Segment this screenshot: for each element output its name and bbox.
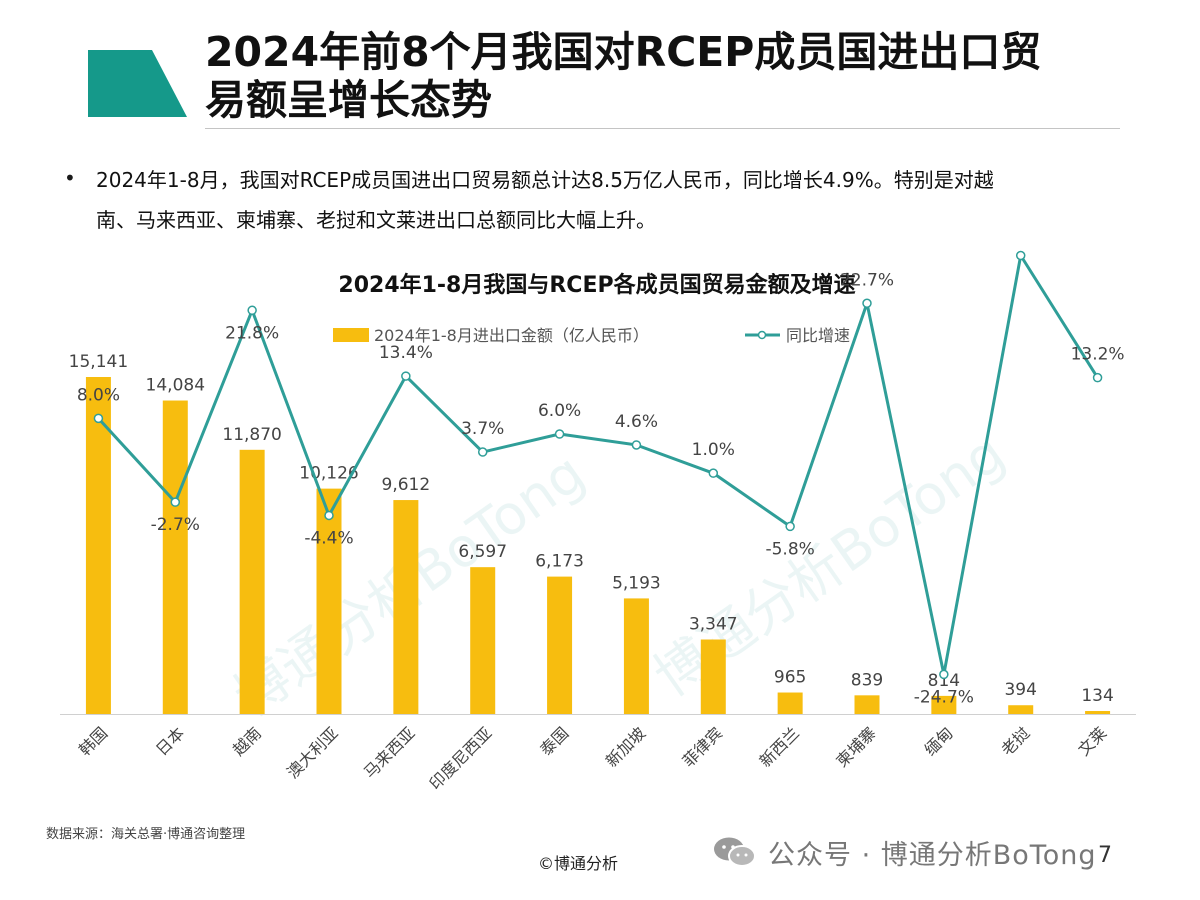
category-label-9: 新西兰: [756, 723, 803, 770]
bullet-icon: •: [64, 166, 76, 190]
growth-label-1: -2.7%: [151, 515, 200, 535]
bar-label-7: 5,193: [612, 573, 661, 593]
growth-label-4: 13.4%: [379, 343, 433, 363]
bar-8: [700, 639, 726, 714]
bar-4: [393, 500, 419, 714]
title-divider: [205, 128, 1120, 129]
growth-label-5: 3.7%: [461, 419, 504, 439]
bar-9: [777, 692, 803, 714]
page-title: 2024年前8个月我国对RCEP成员国进出口贸 易额呈增长态势: [205, 28, 1145, 124]
growth-point-5: [477, 447, 488, 457]
growth-line: [97, 253, 1099, 676]
growth-label-6: 6.0%: [538, 401, 581, 421]
category-label-12: 老挝: [997, 723, 1033, 759]
trade-chart: 2024年1-8月我国与RCEP各成员国贸易金额及增速 2024年1-8月进出口金…: [60, 250, 1136, 793]
growth-point-3: [324, 510, 334, 521]
growth-point-10: [862, 298, 872, 309]
legend-bar-swatch: [333, 328, 369, 342]
legend-bar-label: 2024年1-8月进出口金额（亿人民币）: [374, 326, 649, 345]
bar-label-12: 394: [1004, 680, 1036, 700]
growth-point-6: [554, 429, 565, 439]
category-label-8: 菲律宾: [679, 723, 726, 770]
bar-label-1: 14,084: [146, 376, 205, 396]
bar-6: [547, 576, 573, 714]
category-label-0: 韩国: [75, 723, 111, 759]
bar-1: [162, 400, 188, 714]
page-title-line1: 2024年前8个月我国对RCEP成员国进出口贸: [205, 28, 1042, 76]
category-label-7: 新加坡: [602, 723, 649, 770]
growth-point-8: [708, 468, 719, 478]
bar-label-5: 6,597: [458, 542, 507, 562]
copyright: ©博通分析: [538, 854, 619, 873]
growth-label-3: -4.4%: [304, 528, 353, 548]
growth-point-13: [1092, 372, 1103, 383]
bar-13: [1085, 711, 1111, 714]
growth-label-13: 13.2%: [1071, 345, 1125, 365]
summary-line1: 2024年1-8月，我国对RCEP成员国进出口贸易额总计达8.5万亿人民币，同比…: [96, 168, 994, 192]
growth-point-1: [170, 497, 181, 507]
growth-point-2: [247, 305, 257, 316]
wechat-account: 公众号 · 博通分析BoTong: [712, 832, 1096, 872]
bar-10: [854, 695, 880, 714]
bar-label-10: 839: [851, 670, 883, 690]
bar-0: [85, 377, 111, 714]
category-label-11: 缅甸: [921, 723, 957, 759]
wechat-text: 公众号 · 博通分析BoTong: [768, 839, 1097, 871]
bar-5: [470, 567, 496, 714]
bar-label-6: 6,173: [535, 552, 584, 572]
category-label-2: 越南: [229, 723, 265, 759]
page-title-line2: 易额呈增长态势: [205, 76, 492, 124]
growth-label-0: 8.0%: [77, 385, 120, 405]
bar-label-9: 965: [774, 668, 806, 688]
growth-point-11: [939, 669, 949, 680]
bar-2: [239, 449, 265, 714]
bar-7: [623, 598, 649, 714]
chart-title: 2024年1-8月我国与RCEP各成员国贸易金额及增速: [338, 272, 855, 298]
category-label-13: 文莱: [1074, 723, 1110, 759]
growth-label-7: 4.6%: [615, 412, 658, 432]
growth-point-4: [401, 371, 411, 381]
wechat-icon: [714, 837, 756, 867]
growth-label-9: -5.8%: [765, 539, 814, 559]
watermark-text: 博通分析BoTong: [643, 421, 1016, 709]
category-label-3: 澳大利亚: [283, 723, 342, 782]
legend-line-marker: [757, 330, 767, 340]
title-accent-shape: [88, 50, 187, 117]
growth-point-12: [1015, 250, 1026, 261]
growth-point-9: [785, 521, 795, 532]
bar-label-4: 9,612: [382, 475, 431, 495]
growth-point-0: [93, 413, 104, 424]
bar-label-13: 134: [1081, 686, 1113, 706]
growth-point-7: [631, 440, 642, 450]
category-label-5: 印度尼西亚: [426, 723, 496, 793]
summary-line2: 南、马来西亚、柬埔寨、老挝和文莱进出口总额同比大幅上升。: [96, 208, 656, 232]
growth-label-2: 21.8%: [225, 323, 279, 343]
bar-label-0: 15,141: [69, 352, 128, 372]
growth-label-8: 1.0%: [692, 440, 735, 460]
data-source: 数据来源：海关总署·博通咨询整理: [46, 827, 246, 842]
bar-11: [931, 695, 957, 714]
category-label-1: 日本: [152, 723, 188, 759]
category-label-10: 柬埔寨: [832, 723, 879, 770]
growth-label-11: -24.7%: [914, 687, 974, 707]
bar-label-2: 11,870: [222, 425, 281, 445]
page-number: 7: [1098, 843, 1112, 868]
summary-text: 2024年1-8月，我国对RCEP成员国进出口贸易额总计达8.5万亿人民币，同比…: [96, 160, 1146, 240]
bar-label-8: 3,347: [689, 615, 738, 635]
bar-3: [316, 488, 342, 714]
legend-line-label: 同比增速: [786, 326, 850, 345]
bar-label-11: 814: [928, 671, 960, 691]
growth-label-10: 22.7%: [840, 270, 894, 290]
category-label-4: 马来西亚: [360, 723, 419, 782]
category-label-6: 泰国: [536, 723, 572, 759]
bar-12: [1008, 705, 1034, 714]
title-block: 2024年前8个月我国对RCEP成员国进出口贸 易额呈增长态势: [0, 0, 1200, 140]
